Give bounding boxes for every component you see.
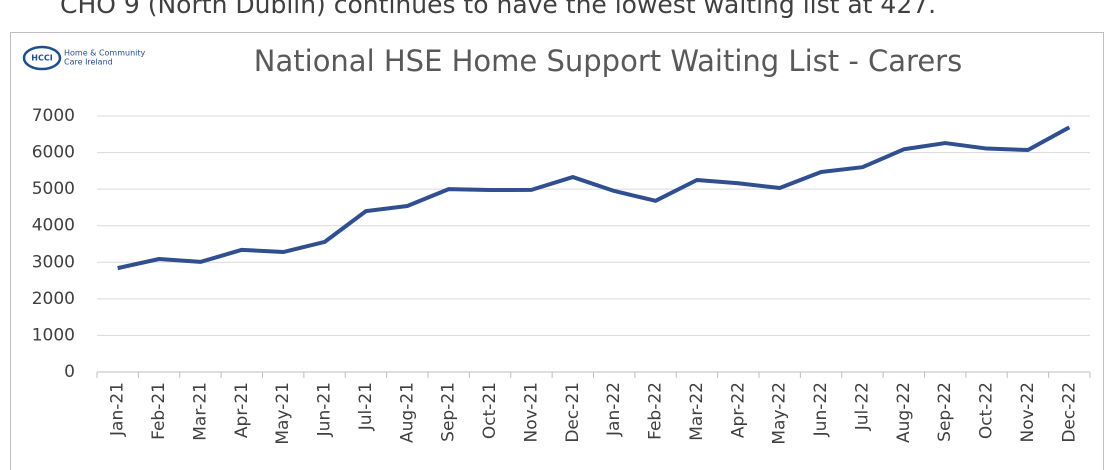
y-tick-label: 0 bbox=[64, 362, 75, 382]
line bbox=[117, 125, 1071, 271]
y-tick-label: 3000 bbox=[32, 252, 75, 272]
header-text: CHO 9 (North Dublin) continues to have t… bbox=[60, 0, 936, 19]
x-tick-label: Nov-22 bbox=[1018, 382, 1038, 443]
x-tick-label: Jul-22 bbox=[852, 382, 872, 431]
x-tick-label: Jan-22 bbox=[604, 382, 624, 437]
y-tick-label: 2000 bbox=[32, 289, 75, 309]
x-tick-label: Sep-21 bbox=[439, 382, 459, 442]
chart-title: National HSE Home Support Waiting List -… bbox=[254, 44, 962, 78]
x-tick-label: Dec-21 bbox=[563, 382, 583, 443]
logo-badge-text: HCCI bbox=[31, 54, 52, 63]
x-tick-label: May-22 bbox=[770, 382, 790, 445]
y-tick-label: 4000 bbox=[32, 216, 75, 236]
x-tick-label: May-21 bbox=[273, 382, 293, 445]
x-tick-label: Dec-22 bbox=[1059, 382, 1079, 443]
x-tick-label: Oct-22 bbox=[977, 382, 997, 439]
logo-line: Home & Community bbox=[64, 49, 146, 58]
x-tick-label: Jan-21 bbox=[108, 382, 128, 437]
x-tick-label: Jun-21 bbox=[315, 382, 335, 437]
x-tick-label: Feb-21 bbox=[149, 382, 169, 440]
x-tick-label: Feb-22 bbox=[646, 382, 666, 440]
chart-frame bbox=[10, 32, 1104, 470]
logo: HCCI Home & Community Care Ireland bbox=[22, 45, 146, 71]
x-tick-label: Jun-22 bbox=[811, 382, 831, 437]
x-tick-label: Apr-21 bbox=[232, 382, 252, 438]
y-tick-label: 7000 bbox=[32, 106, 75, 126]
x-tick-label: Jul-21 bbox=[356, 382, 376, 431]
x-tick-label: Nov-21 bbox=[521, 382, 541, 443]
logo-line: Care Ireland bbox=[64, 58, 113, 67]
x-tick-label: Mar-22 bbox=[687, 382, 707, 441]
y-tick-label: 1000 bbox=[32, 325, 75, 345]
x-tick-label: Aug-22 bbox=[894, 382, 914, 443]
y-tick-label: 6000 bbox=[32, 143, 75, 163]
x-tick-label: Aug-21 bbox=[397, 382, 417, 443]
logo-badge bbox=[22, 45, 62, 71]
x-tick-label: Sep-22 bbox=[935, 382, 955, 442]
y-tick-label: 5000 bbox=[32, 179, 75, 199]
x-tick-label: Oct-21 bbox=[480, 382, 500, 439]
x-tick-label: Apr-22 bbox=[728, 382, 748, 438]
x-tick-label: Mar-21 bbox=[190, 382, 210, 441]
